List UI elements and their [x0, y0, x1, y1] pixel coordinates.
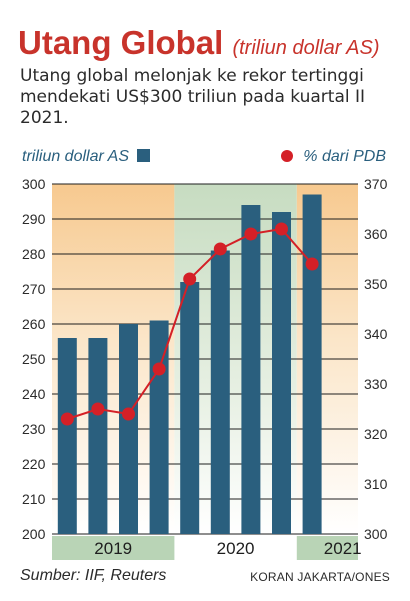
- y-left-tick-label: 260: [22, 316, 46, 332]
- bar: [241, 205, 261, 534]
- y-left-tick-label: 220: [22, 456, 46, 472]
- y-right-tick-label: 340: [364, 326, 388, 342]
- y-right-tick-label: 370: [364, 176, 388, 192]
- title-main: Utang Global: [18, 24, 224, 61]
- bar: [119, 324, 138, 534]
- line-point: [305, 257, 319, 271]
- y-right-tick-label: 350: [364, 276, 388, 292]
- y-left-tick-label: 230: [22, 421, 46, 437]
- bar: [302, 194, 322, 534]
- line-point: [183, 272, 197, 286]
- bar: [57, 338, 77, 534]
- line-point: [122, 407, 135, 421]
- legend-bars: triliun dollar AS: [22, 148, 151, 166]
- y-right-tick-label: 330: [364, 376, 388, 392]
- bar: [149, 320, 169, 534]
- year-label: 2021: [324, 539, 362, 558]
- title-unit: (triliun dollar AS): [232, 37, 380, 59]
- y-left-tick-label: 270: [22, 281, 46, 297]
- y-left-tick-label: 200: [22, 526, 46, 542]
- bar: [88, 338, 108, 534]
- legend-line-label: % dari PDB: [303, 148, 386, 165]
- legend-bars-label: triliun dollar AS: [22, 148, 130, 165]
- bar: [210, 250, 230, 534]
- bar: [272, 212, 291, 534]
- y-left-tick-label: 210: [22, 491, 46, 507]
- legend-dot-swatch: [281, 150, 294, 162]
- y-right-tick-label: 320: [364, 426, 388, 442]
- chart-subtitle: Utang global melonjak ke rekor tertinggi…: [20, 66, 366, 128]
- legend-line: % dari PDB: [281, 148, 386, 166]
- line-point: [60, 412, 74, 426]
- year-band-2021: [296, 536, 358, 560]
- y-left-tick-label: 300: [22, 176, 46, 192]
- y-left-tick-label: 240: [22, 386, 46, 402]
- line-point: [91, 402, 105, 416]
- line-point: [244, 227, 258, 241]
- year-band-2019: [52, 536, 175, 560]
- line-point: [213, 242, 227, 256]
- chart-title: Utang Global (triliun dollar AS): [18, 24, 380, 62]
- year-label: 2019: [94, 539, 132, 558]
- line-point: [152, 362, 166, 376]
- y-right-tick-label: 310: [364, 476, 388, 492]
- legend-bar-swatch: [137, 149, 151, 162]
- year-label: 2020: [217, 539, 255, 558]
- y-right-tick-label: 360: [364, 226, 388, 242]
- y-right-tick-label: 300: [364, 526, 388, 542]
- y-left-tick-label: 250: [22, 351, 46, 367]
- credit-note: KORAN JAKARTA/ONES: [250, 570, 390, 584]
- y-left-tick-label: 290: [22, 211, 46, 227]
- line-point: [275, 222, 288, 236]
- bar: [180, 282, 200, 534]
- y-left-tick-label: 280: [22, 246, 46, 262]
- source-note: Sumber: IIF, Reuters: [20, 567, 167, 584]
